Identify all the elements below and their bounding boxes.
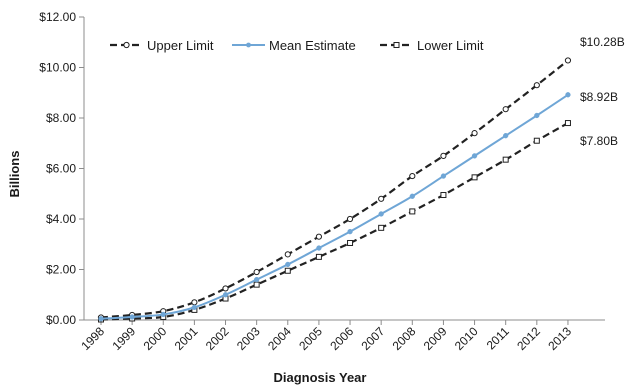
y-axis: $0.00 $2.00 $4.00 $6.00 $8.00 $10.00 $12.00 [39,10,84,327]
data-point [471,153,478,159]
data-point [222,292,229,298]
data-point [253,281,260,288]
legend-label: Lower Limit [417,38,484,53]
series-line [100,122,569,321]
x-tick-label: 2013 [545,324,574,353]
data-point [378,224,385,231]
data-point [534,112,540,119]
x-tick-label: 2008 [390,324,419,353]
series-upper-limit [97,57,572,321]
data-point [565,92,571,98]
data-point [191,299,198,306]
legend-label: Mean Estimate [269,38,356,53]
data-point [564,57,572,64]
legend-label: Upper Limit [147,38,214,53]
data-point [160,311,166,318]
data-point [378,211,384,217]
data-point [440,173,447,179]
x-tick-label: 2010 [452,324,481,353]
series-lower-limit [98,120,571,323]
x-axis-title: Diagnosis Year [274,370,367,385]
x-tick-label: 2012 [514,324,543,353]
legend-item: Upper Limit [110,38,214,53]
x-tick-label: 2002 [203,324,232,353]
series-mean-estimate [98,92,571,322]
data-point [191,304,198,311]
x-tick-label: 2004 [265,324,294,353]
x-tick-label: 1998 [78,324,107,353]
x-tick-label: 2005 [296,324,325,353]
y-tick-label: $2.00 [46,263,76,277]
series-line [100,93,569,320]
legend-item: Mean Estimate [232,38,356,53]
data-point [409,172,416,180]
y-tick-label: $8.00 [46,111,76,125]
data-point [564,120,571,127]
data-point [503,133,509,139]
data-point [98,316,104,322]
x-tick-label: 2006 [327,324,356,353]
data-point [284,267,291,274]
data-point [471,130,478,137]
legend-item: Lower Limit [380,38,484,53]
data-point [502,156,509,163]
data-point [222,285,229,292]
data-point [315,233,323,240]
x-tick-label: 2007 [359,324,388,353]
data-point [253,268,260,276]
data-point [533,137,540,144]
data-point [440,152,447,159]
y-tick-label: $4.00 [46,212,76,226]
legend-marker [246,42,251,48]
x-tick-label: 2000 [141,324,170,353]
data-point [502,106,509,113]
y-tick-label: $12.00 [39,10,76,24]
data-point [316,245,322,251]
end-value-label: $8.92B [580,90,618,104]
y-tick-label: $10.00 [39,61,76,75]
data-point [315,253,322,260]
data-point [409,208,416,215]
legend: Upper Limit Mean Estimate Lower Limit [110,38,484,53]
x-tick-label: 2001 [172,324,201,353]
x-tick-label: 1999 [109,324,138,353]
data-point [347,239,354,246]
series-line [100,59,569,319]
data-point [346,215,354,223]
y-tick-label: $6.00 [46,162,76,176]
data-point [285,261,291,268]
y-axis-title: Billions [7,151,22,198]
x-tick-label: 2009 [421,324,450,353]
data-point [409,193,415,199]
data-point [378,195,385,202]
data-point [254,276,260,283]
series-layer [97,57,572,323]
x-axis: 1998 1999 2000 2001 2002 2003 2004 2005 2006 2007… [78,320,574,353]
data-point [129,314,135,320]
data-point [284,251,291,258]
y-tick-label: $0.00 [46,313,76,327]
data-point [533,82,540,89]
data-point [471,174,478,181]
end-value-label: $7.80B [580,134,618,148]
end-value-label: $10.28B [580,35,625,49]
legend-marker [393,42,400,48]
legend-marker [123,41,130,49]
x-tick-label: 2011 [484,324,512,352]
data-point [440,192,447,199]
end-labels: $10.28B $8.92B $7.80B [580,35,625,148]
x-tick-label: 2003 [234,324,263,353]
data-point [347,228,353,235]
plot-area [83,17,605,321]
